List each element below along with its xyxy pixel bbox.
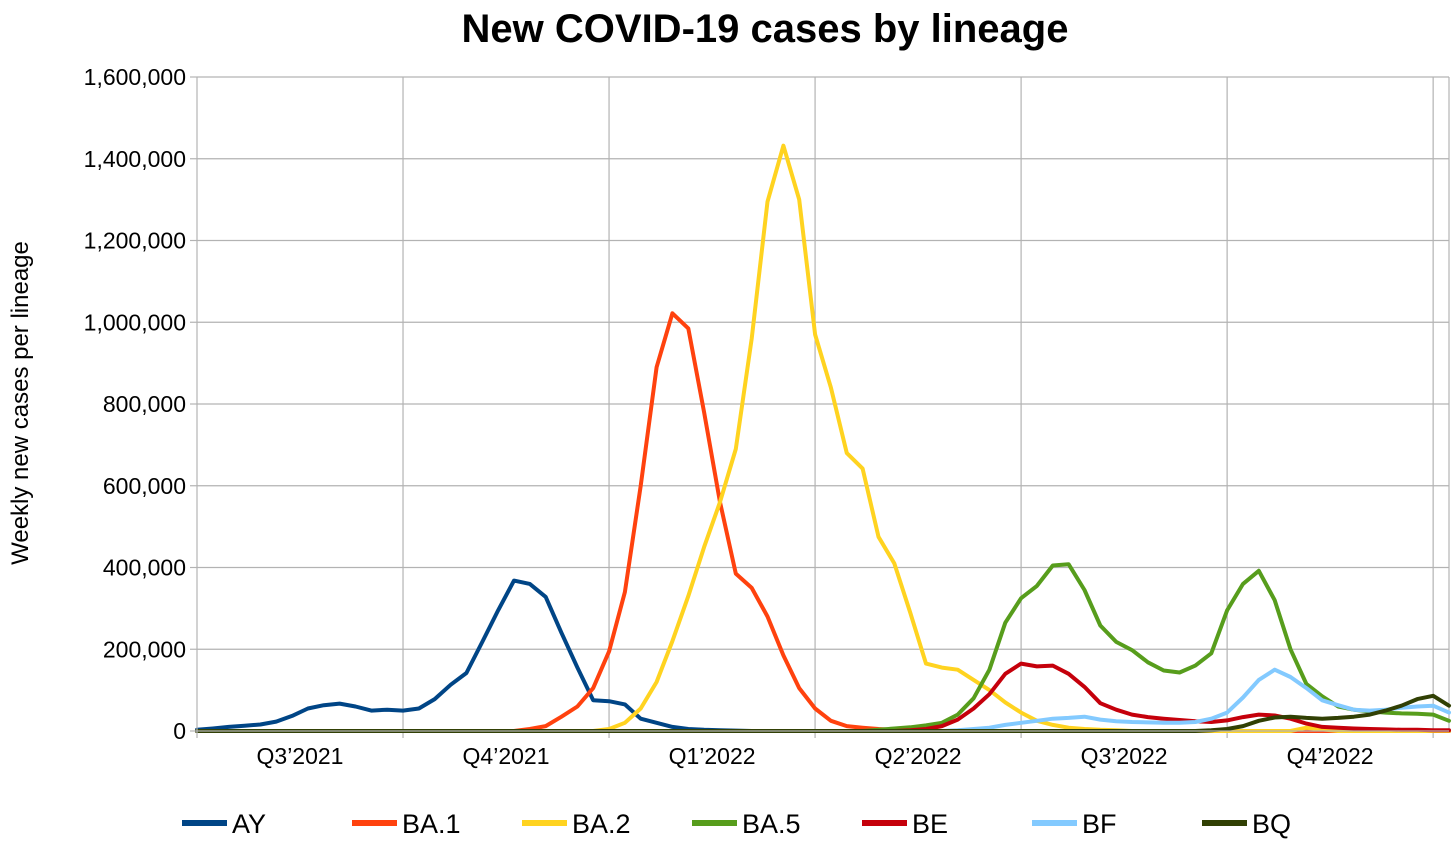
legend-label-bq: BQ xyxy=(1252,809,1291,839)
legend-label-ba2: BA.2 xyxy=(572,809,631,839)
y-tick-label: 1,600,000 xyxy=(84,64,186,90)
y-tick-label: 800,000 xyxy=(103,391,186,417)
x-tick-label: Q3’2021 xyxy=(257,743,344,769)
x-tick-label: Q4’2021 xyxy=(463,743,550,769)
y-tick-label: 1,200,000 xyxy=(84,228,186,254)
legend-label-ba5: BA.5 xyxy=(742,809,801,839)
legend: AY BA.1 BA.2 BA.5 BE BF BQ xyxy=(182,809,1291,839)
y-tick-label: 1,400,000 xyxy=(84,146,186,172)
grid-layer xyxy=(197,76,1450,738)
x-tick-label: Q1’2022 xyxy=(669,743,756,769)
y-axis-label: Weekly new cases per lineage xyxy=(7,241,34,565)
y-tick-label: 1,000,000 xyxy=(84,309,186,335)
axis-layer: 0 200,000 400,000 600,000 800,000 1,000,000 1,… xyxy=(84,64,1449,769)
legend-label-bf: BF xyxy=(1082,809,1117,839)
chart-title: New COVID-19 cases by lineage xyxy=(462,7,1069,51)
y-tick-label: 0 xyxy=(173,718,186,744)
y-tick-label: 400,000 xyxy=(103,555,186,581)
x-tick-label: Q3’2022 xyxy=(1081,743,1168,769)
legend-label-ba1: BA.1 xyxy=(402,809,461,839)
legend-label-ay: AY xyxy=(232,809,266,839)
y-tick-label: 200,000 xyxy=(103,636,186,662)
x-tick-label: Q2’2022 xyxy=(875,743,962,769)
legend-label-be: BE xyxy=(912,809,948,839)
y-tick-label: 600,000 xyxy=(103,473,186,499)
x-tick-label: Q4’2022 xyxy=(1287,743,1374,769)
